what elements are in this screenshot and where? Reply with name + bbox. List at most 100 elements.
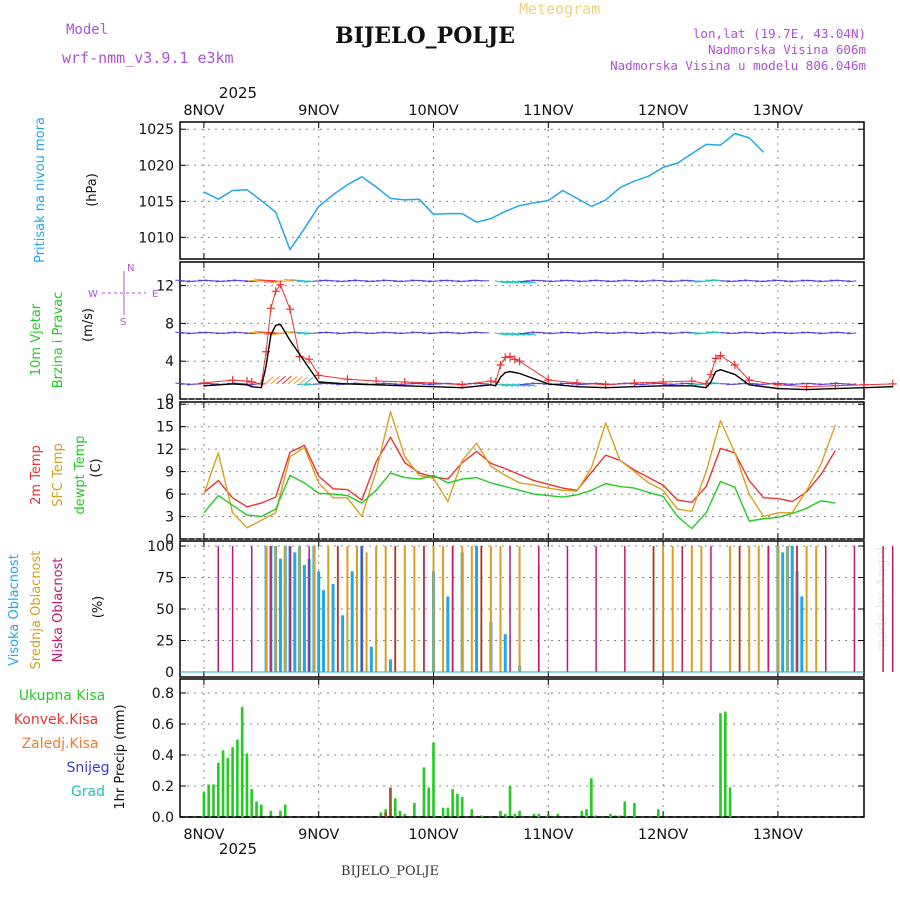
cloud-bar-1 (490, 546, 492, 672)
cloud-bar-0 (475, 546, 478, 672)
day-label-bottom: 13NOV (753, 827, 803, 843)
wind-gust-line (204, 285, 893, 387)
wind-axis-title-1: 10m Vjetar (29, 303, 44, 376)
temp-axis-title-3: dewpt Temp (73, 435, 88, 514)
cloud-unit: (%) (91, 596, 106, 619)
wind-barb (657, 383, 666, 384)
precip-total-bar (260, 805, 263, 817)
clouds-ytick-label: 25 (156, 633, 174, 649)
precip-total-bar (255, 801, 258, 817)
precip-total-bar (590, 778, 593, 817)
wind-gust-marker (630, 379, 638, 387)
precip-total-bar (442, 808, 445, 817)
precip-frame (180, 679, 864, 817)
cloud-bar-1 (499, 546, 501, 672)
cloud-bar-2 (567, 546, 569, 672)
station-title: BIJELO_POLJE (335, 23, 515, 49)
precip-total-bar (633, 803, 636, 817)
precip-total-bar (222, 750, 225, 817)
cloud-bar-2 (854, 546, 856, 672)
pressure-unit: (hPa) (85, 173, 100, 207)
clouds-ytick-label: 0 (165, 665, 174, 681)
precip-ytick-label: 0.2 (152, 779, 174, 795)
cloud-bar-1 (691, 546, 693, 672)
cloud-bar-1 (748, 546, 750, 672)
temperature-ytick-label: 9 (165, 465, 174, 481)
cloud-bar-1 (758, 546, 760, 672)
precip-legend-0: Ukupna Kisa (19, 688, 106, 704)
cloud-bar-2 (768, 546, 770, 672)
cloud-bar-0 (351, 571, 354, 672)
precip-total-bar (207, 784, 210, 817)
wind-barb (342, 281, 351, 282)
precip-total-bar (236, 739, 239, 817)
cloud-bar-1 (346, 546, 348, 672)
precip-legend-1: Konvek.Kisa (14, 712, 98, 728)
generated-chart-marks: 1010101510201025048120369121518025507510… (7, 103, 897, 843)
pressure-frame (180, 122, 864, 259)
precip-total-bar (729, 788, 732, 817)
cloud-bar-0 (389, 659, 392, 672)
compass-n: N (127, 263, 134, 274)
cloud-axis-title-3: Niska Oblacnost (51, 558, 66, 663)
cloud-bar-1 (700, 546, 702, 672)
cloud-bar-1 (786, 546, 788, 672)
precip-total-bar (657, 809, 660, 817)
cloud-bar-0 (504, 634, 507, 672)
cloud-bar-2 (595, 546, 597, 672)
wind-gust-marker (343, 375, 351, 383)
precip-total-bar (470, 809, 473, 817)
cloud-bar-1 (662, 546, 664, 672)
wind-gust-marker (501, 353, 509, 361)
cloud-bar-0 (791, 546, 794, 672)
cloud-bar-0 (446, 596, 449, 672)
cloud-bar-1 (777, 546, 779, 672)
precip-total-bar (250, 789, 253, 817)
precip-total-bar (203, 792, 206, 817)
precip-total-bar (609, 814, 612, 817)
day-label-top: 9NOV (298, 103, 339, 119)
precip-legend-3: Snijeg (66, 760, 109, 776)
cloud-bar-1 (806, 546, 808, 672)
wind-gust-marker (272, 287, 280, 295)
pressure-line (204, 134, 764, 250)
precip-total-bar (241, 707, 244, 817)
precip-total-bar (585, 809, 588, 817)
credit-watermark: made by Angel (874, 546, 890, 652)
pressure-ytick-label: 1025 (138, 122, 174, 138)
wind-gust-marker (286, 305, 294, 313)
cloud-bar-1 (366, 552, 368, 672)
wind-ytick-label: 4 (165, 354, 174, 370)
compass-s: S (120, 317, 126, 328)
precip-total-bar (624, 801, 627, 817)
cloud-bar-1 (375, 546, 377, 672)
precip-total-bar (427, 788, 430, 817)
temp-axis-title-2: SFC Temp (51, 443, 66, 507)
cloud-bar-1 (442, 546, 444, 672)
wind-barb (342, 333, 351, 334)
precip-total-bar (279, 811, 282, 817)
temperature-ytick-label: 15 (156, 420, 174, 436)
precip-total-bar (719, 713, 722, 817)
cloud-bar-2 (481, 546, 483, 672)
cloud-bar-1 (729, 546, 731, 672)
cloud-bar-1 (313, 546, 315, 672)
cloud-bar-2 (681, 546, 683, 672)
cloud-bar-1 (284, 546, 286, 672)
wind-ytick-label: 12 (156, 279, 174, 295)
cloud-axis-title-1: Visoka Oblacnost (7, 554, 22, 666)
clouds-ytick-label: 75 (156, 571, 174, 587)
pressure-axis-title: Pritisak na nivou mora (33, 117, 48, 263)
model-altitude-text: Nadmorska Visina u modelu 806.046m (610, 58, 866, 73)
wind-axis-title-2: Brzina i Pravac (51, 292, 66, 389)
cloud-bar-2 (423, 546, 425, 672)
cloud-bar-1 (815, 546, 817, 672)
day-label-bottom: 12NOV (638, 827, 688, 843)
cloud-bar-2 (218, 546, 220, 672)
precip-ytick-label: 0.0 (152, 810, 174, 826)
cloud-bar-0 (341, 615, 344, 672)
wind-gust-marker (516, 357, 524, 365)
cloud-bar-1 (265, 546, 267, 672)
precip-ytick-label: 0.8 (152, 686, 174, 702)
wind-ytick-label: 8 (165, 316, 174, 332)
